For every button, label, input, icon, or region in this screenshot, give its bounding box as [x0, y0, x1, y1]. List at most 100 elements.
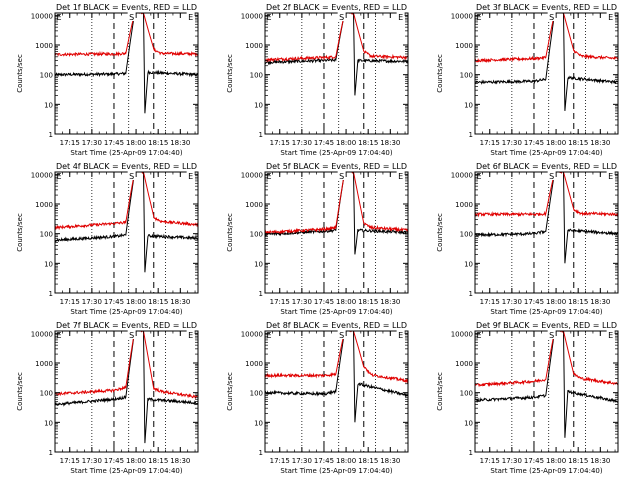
y-axis-label: Counts/sec: [436, 372, 444, 411]
y-tick-label: 10000: [451, 12, 473, 20]
x-tick-label: 17:30: [502, 139, 522, 147]
y-tick-label: 1: [259, 290, 263, 298]
y-tick-label: 10000: [31, 330, 53, 338]
x-tick-label: 18:00: [336, 298, 356, 306]
x-tick-label: 18:15: [358, 298, 378, 306]
x-tick-label: 18:30: [170, 457, 190, 465]
s-marker: S: [129, 172, 134, 181]
x-axis-label: Start Time (25-Apr-09 17:04:40): [490, 308, 602, 316]
plot-frame: [264, 330, 409, 453]
det-panel-4: Det 4f BLACK = Events, RED = LLD 1 10 100 10…: [16, 162, 199, 316]
y-tick-label: 1: [49, 290, 53, 298]
s-marker: S: [339, 331, 344, 340]
panel-title: Det 4f BLACK = Events, RED = LLD: [56, 162, 197, 171]
x-tick-label: 17:15: [480, 298, 500, 306]
e-marker-bg: [186, 12, 195, 21]
y-axis-label: Counts/sec: [16, 54, 24, 93]
panel-title: Det 8f BLACK = Events, RED = LLD: [266, 321, 407, 330]
s-marker-bg: [127, 171, 136, 180]
x-tick-label: 18:30: [590, 139, 610, 147]
x-tick-label: 17:45: [524, 298, 544, 306]
y-axis-label: Counts/sec: [436, 213, 444, 252]
e-marker-left: E: [476, 13, 481, 22]
x-tick-label: 17:45: [314, 457, 334, 465]
plot-frame: [474, 12, 619, 135]
s-marker-bg: [127, 330, 136, 339]
x-tick-label: 18:30: [170, 298, 190, 306]
y-tick-label: 10: [254, 419, 263, 427]
x-tick-label: 17:45: [524, 139, 544, 147]
series-line-lld: [265, 331, 408, 384]
y-tick-label: 10: [44, 419, 53, 427]
y-tick-label: 10: [44, 260, 53, 268]
e-marker-bg: [606, 12, 615, 21]
y-tick-label: 1000: [35, 42, 53, 50]
x-tick-label: 18:15: [148, 298, 168, 306]
x-tick-label: 17:15: [270, 298, 290, 306]
s-marker: S: [549, 13, 554, 22]
x-tick-label: 17:30: [292, 298, 312, 306]
x-tick-label: 17:15: [270, 457, 290, 465]
y-tick-label: 100: [40, 72, 53, 80]
x-tick-label: 18:00: [336, 457, 356, 465]
y-tick-label: 1000: [245, 360, 263, 368]
e-marker-left: E: [266, 331, 271, 340]
e-marker-bg: [186, 171, 195, 180]
y-tick-label: 1000: [455, 42, 473, 50]
x-tick-label: 18:30: [380, 457, 400, 465]
series-line-lld: [475, 172, 618, 218]
x-axis-label: Start Time (25-Apr-09 17:04:40): [280, 308, 392, 316]
y-tick-label: 1: [259, 449, 263, 457]
e-marker: E: [188, 172, 193, 181]
x-tick-label: 17:45: [314, 139, 334, 147]
y-tick-label: 10: [464, 260, 473, 268]
y-axis-label: Counts/sec: [226, 54, 234, 93]
panel-title: Det 5f BLACK = Events, RED = LLD: [266, 162, 407, 171]
y-tick-label: 10000: [241, 171, 263, 179]
x-tick-label: 17:45: [104, 139, 124, 147]
y-axis-label: Counts/sec: [226, 372, 234, 411]
panel-title: Det 6f BLACK = Events, RED = LLD: [476, 162, 617, 171]
series-line-lld: [265, 172, 408, 236]
y-tick-label: 10000: [451, 330, 473, 338]
e-marker: E: [608, 331, 613, 340]
y-tick-label: 10: [464, 101, 473, 109]
y-tick-label: 10: [464, 419, 473, 427]
y-tick-label: 1000: [245, 201, 263, 209]
y-tick-label: 10: [44, 101, 53, 109]
x-tick-label: 18:30: [590, 457, 610, 465]
y-tick-label: 100: [40, 231, 53, 239]
plot-frame: [54, 12, 199, 135]
series-line-events: [475, 13, 618, 111]
y-tick-label: 100: [460, 231, 473, 239]
series-line-events: [475, 172, 618, 264]
x-tick-label: 18:30: [380, 298, 400, 306]
panel-title: Det 7f BLACK = Events, RED = LLD: [56, 321, 197, 330]
x-axis-label: Start Time (25-Apr-09 17:04:40): [70, 467, 182, 475]
e-marker-left: E: [56, 13, 61, 22]
e-marker-bg: [606, 171, 615, 180]
s-marker: S: [339, 13, 344, 22]
plot-frame: [474, 330, 619, 453]
x-tick-label: 18:00: [546, 139, 566, 147]
x-axis-label: Start Time (25-Apr-09 17:04:40): [280, 149, 392, 157]
e-marker-left: E: [266, 172, 271, 181]
plot-frame: [264, 12, 409, 135]
det-panel-7: Det 7f BLACK = Events, RED = LLD 1 10 100 10…: [16, 321, 199, 475]
y-tick-label: 1000: [245, 42, 263, 50]
x-tick-label: 18:00: [126, 457, 146, 465]
s-marker: S: [339, 172, 344, 181]
series-line-events: [55, 172, 198, 273]
x-tick-label: 17:30: [502, 457, 522, 465]
y-tick-label: 10: [254, 260, 263, 268]
series-line-events: [265, 172, 408, 255]
x-axis-label: Start Time (25-Apr-09 17:04:40): [70, 149, 182, 157]
x-tick-label: 18:15: [568, 139, 588, 147]
e-marker: E: [398, 331, 403, 340]
e-marker-bg: [396, 12, 405, 21]
y-tick-label: 10000: [241, 12, 263, 20]
x-tick-label: 18:00: [126, 139, 146, 147]
y-axis-label: Counts/sec: [16, 213, 24, 252]
y-tick-label: 1: [49, 449, 53, 457]
